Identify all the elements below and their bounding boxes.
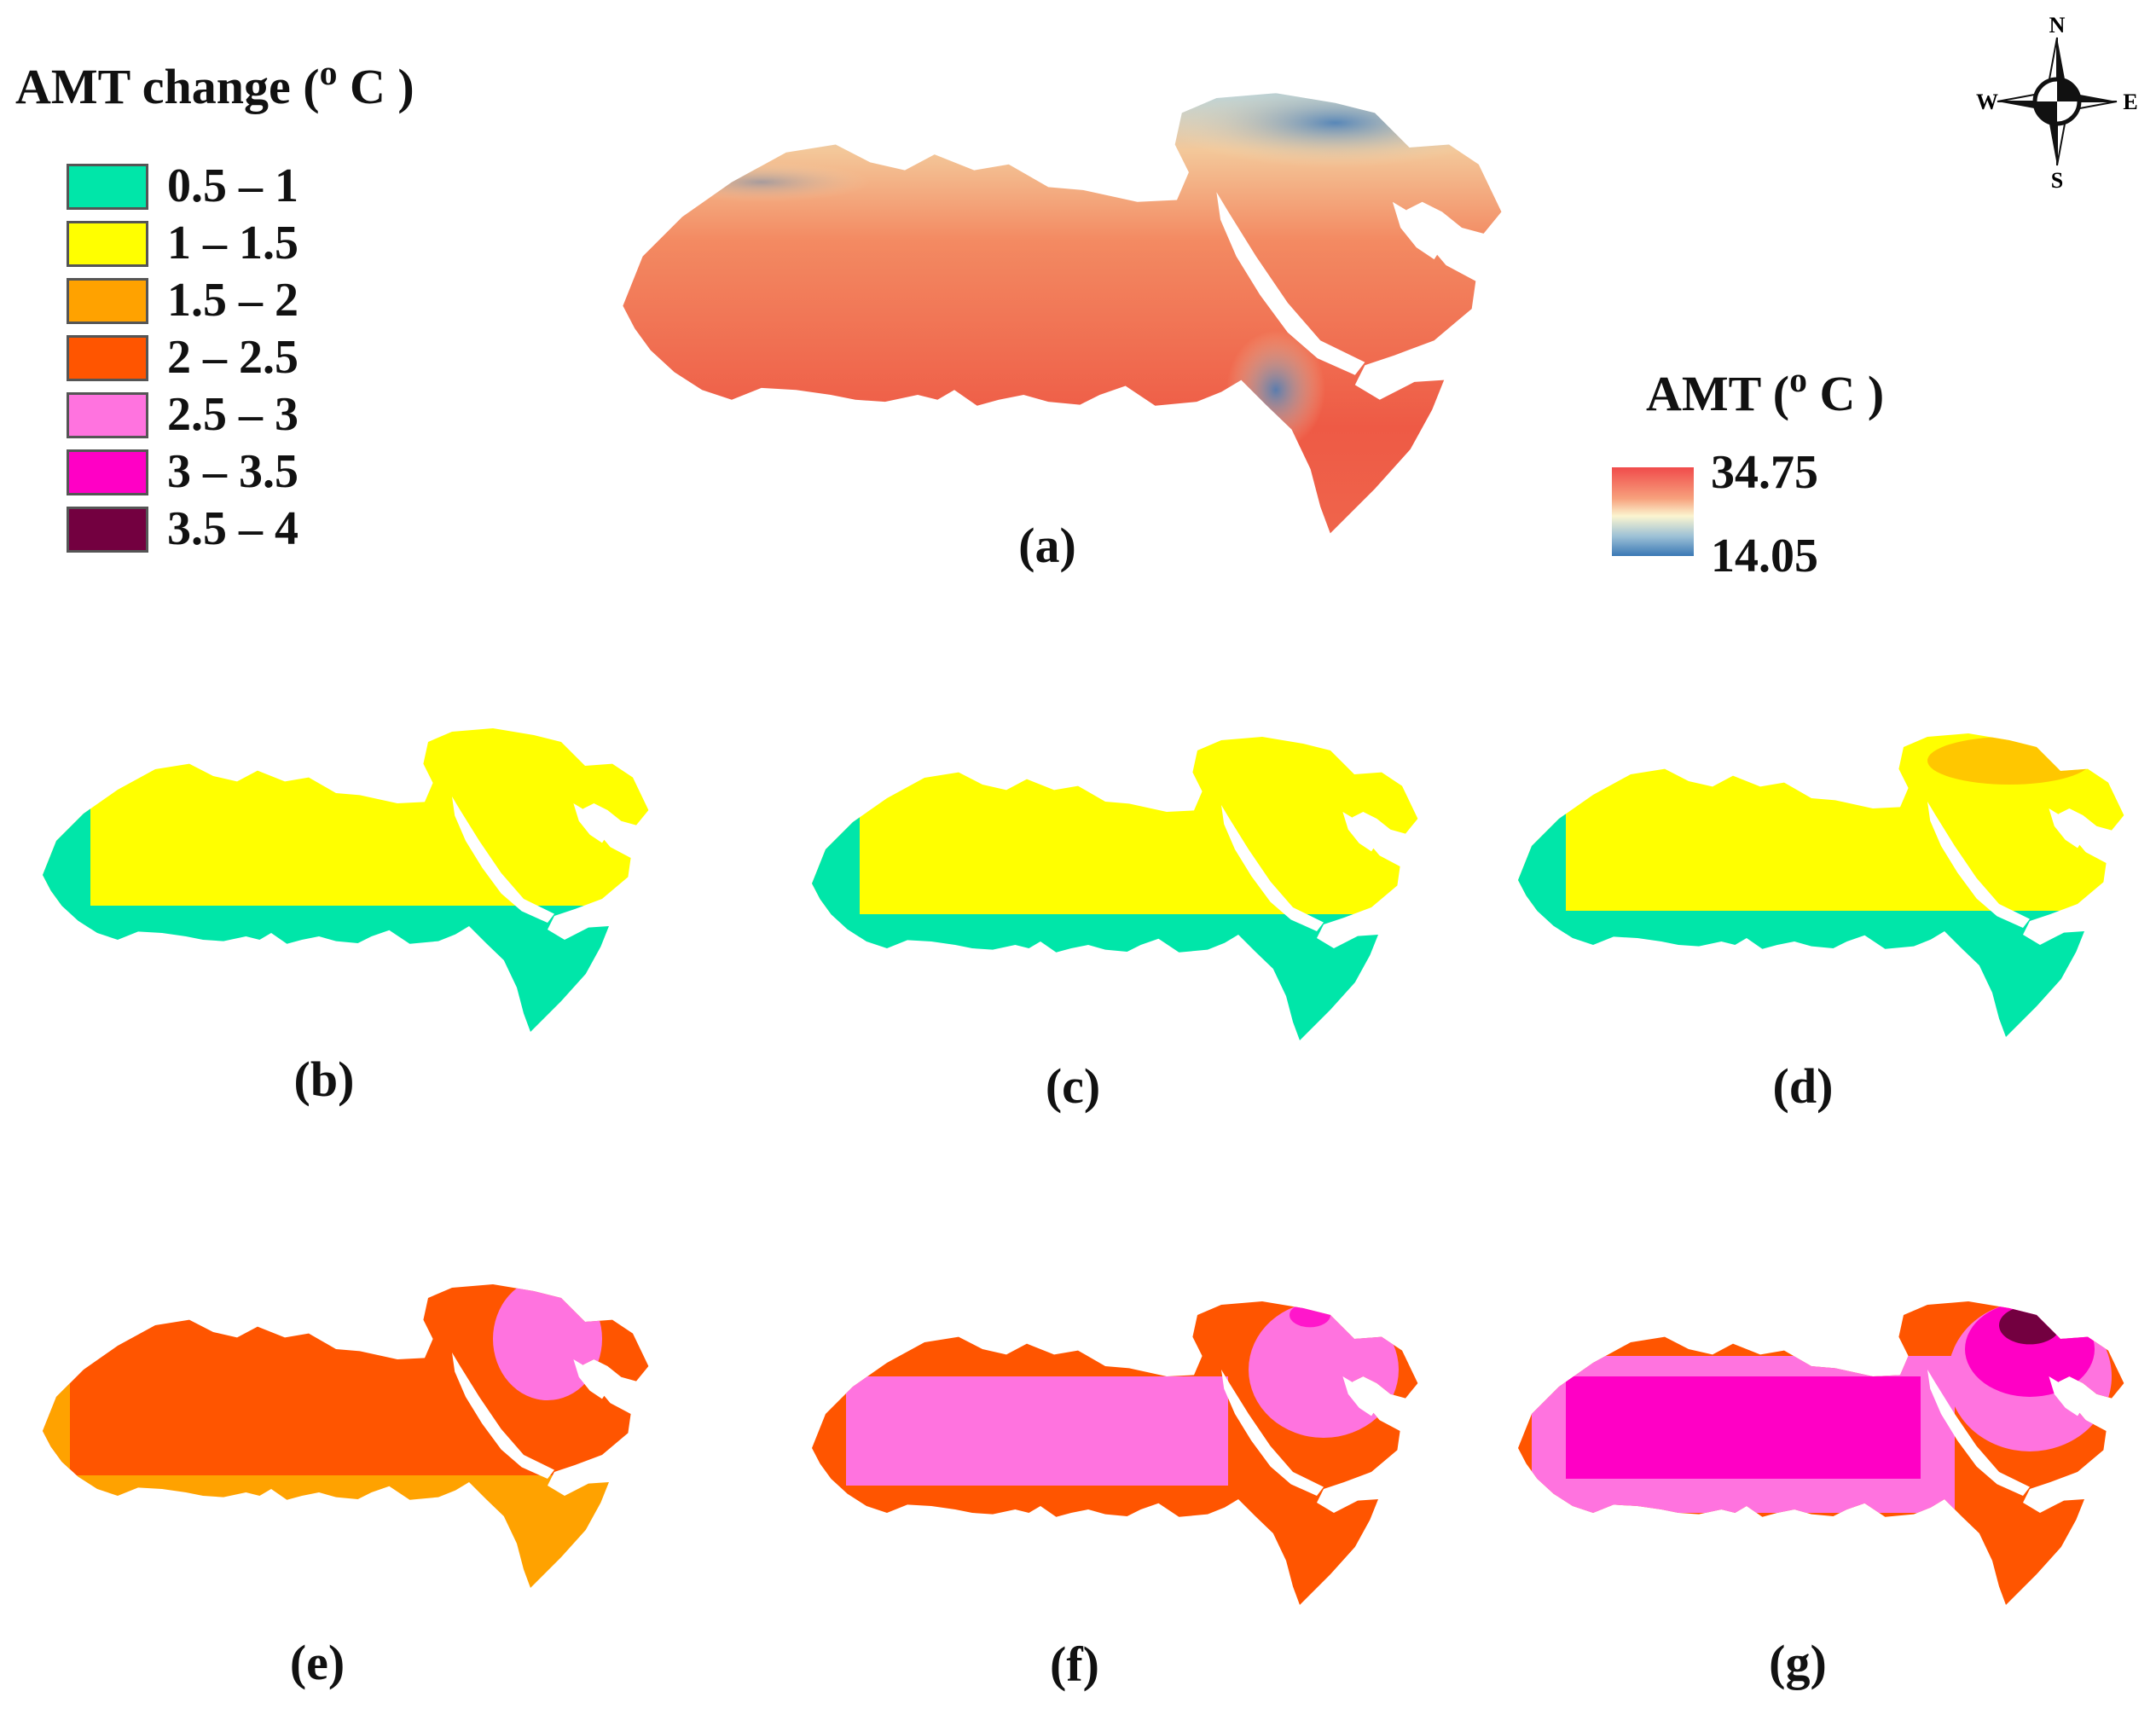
cool-zone: [1167, 93, 1502, 168]
persian-gulf: [2049, 1376, 2084, 1416]
panel-label-e: (e): [289, 1635, 345, 1690]
legend-row: 3.5 – 4: [67, 502, 425, 555]
red-sea: [1927, 802, 2030, 928]
ramp-title-degree: o: [1789, 360, 1807, 400]
legend-row: 0.5 – 1: [67, 159, 425, 212]
map-zone: [43, 728, 90, 1032]
ramp-title: AMT (o C ): [1646, 361, 1885, 422]
legend-swatch-3: [67, 335, 148, 381]
map-fill-b: [43, 728, 649, 1032]
legend-swatch-5: [67, 449, 148, 495]
ramp-min-label: 14.05: [1711, 530, 1818, 582]
map-panel-a: [623, 93, 1502, 534]
ramp-max-label: 34.75: [1711, 446, 1818, 499]
compass-e: E: [2123, 90, 2137, 114]
legend-label: 0.5 – 1: [167, 159, 298, 212]
legend-row: 1 – 1.5: [67, 217, 425, 269]
legend-label: 3 – 3.5: [167, 445, 298, 498]
map-band: [812, 914, 1418, 1040]
compass-n: N: [2049, 13, 2066, 38]
legend-title-degree: o: [319, 53, 338, 93]
map-panel-b: [43, 728, 649, 1032]
ramp-title-paren: (: [1772, 366, 1790, 421]
legend-swatch-6: [67, 507, 148, 553]
legend-row: 1.5 – 2: [67, 274, 425, 327]
red-sea: [1927, 1370, 2030, 1496]
legend-title: AMT change (o C ): [15, 54, 414, 115]
compass-rose: N S W E: [1976, 13, 2138, 191]
compass-w: W: [1976, 90, 1998, 114]
persian-gulf: [1392, 201, 1442, 260]
legend-label: 1.5 – 2: [167, 274, 298, 327]
map-fill-d: [1518, 733, 2124, 1037]
map-fill-f: [812, 1301, 1418, 1605]
legend-title-unit: C ): [349, 59, 414, 114]
persian-gulf: [573, 803, 608, 843]
map-zone: [1518, 733, 1566, 1037]
map-zone: [907, 1547, 1044, 1602]
map-zone: [1566, 1376, 1921, 1479]
amt-color-ramp: [1612, 467, 1694, 556]
legend-swatch-1: [67, 221, 148, 267]
map-zone: [1999, 1306, 2060, 1345]
map-band: [43, 1284, 649, 1475]
legend-label: 2.5 – 3: [167, 388, 298, 441]
map-panel-f: [812, 1301, 1418, 1605]
map-zone: [846, 1376, 1228, 1486]
persian-gulf: [2049, 808, 2084, 849]
map-band: [43, 728, 649, 906]
panel-label-f: (f): [1050, 1637, 1099, 1692]
map-panel-c: [812, 737, 1418, 1040]
legend-title-paren: (: [303, 59, 320, 114]
red-sea: [1221, 1370, 1324, 1496]
panel-label-d: (d): [1772, 1058, 1834, 1114]
legend-swatch-2: [67, 278, 148, 324]
map-band: [43, 906, 649, 1032]
map-panel-e: [43, 1284, 649, 1588]
map-fill-e: [43, 1284, 649, 1588]
legend-row: 2 – 2.5: [67, 331, 425, 384]
legend-label: 2 – 2.5: [167, 331, 298, 384]
map-band: [812, 737, 1418, 914]
legend-label: 3.5 – 4: [167, 502, 298, 555]
red-sea: [1221, 805, 1324, 931]
compass-s: S: [2051, 168, 2063, 191]
red-sea: [1216, 192, 1365, 375]
persian-gulf: [1342, 1376, 1377, 1416]
panel-label-a: (a): [1018, 518, 1076, 573]
red-sea: [452, 797, 554, 923]
panel-label-b: (b): [293, 1051, 355, 1107]
map-band: [1518, 733, 2124, 911]
map-zone: [43, 1359, 70, 1496]
persian-gulf: [1342, 812, 1377, 852]
legend-swatch-0: [67, 164, 148, 210]
panel-label-g: (g): [1769, 1635, 1827, 1690]
map-band: [1518, 911, 2124, 1037]
map-zone: [812, 737, 860, 1040]
map-fill-g: [1518, 1301, 2124, 1605]
map-band: [43, 1475, 649, 1588]
map-fill-c: [812, 737, 1418, 1040]
red-sea: [452, 1353, 554, 1479]
cool-zone: [652, 162, 871, 202]
compass-icon: [1997, 37, 2118, 166]
legend-row: 3 – 3.5: [67, 445, 425, 498]
ramp-title-text: AMT: [1646, 366, 1761, 421]
map-fill-a: [623, 93, 1502, 534]
legend-swatch-4: [67, 392, 148, 438]
temperature-field: [623, 93, 1502, 534]
panel-label-c: (c): [1045, 1058, 1101, 1114]
persian-gulf: [573, 1359, 608, 1399]
map-panel-d: [1518, 733, 2124, 1037]
map-zone: [1927, 737, 2091, 785]
legend-label: 1 – 1.5: [167, 217, 298, 269]
map-panel-g: [1518, 1301, 2124, 1605]
ramp-title-unit: C ): [1819, 366, 1885, 421]
map-zone: [1290, 1302, 1330, 1328]
legend-row: 2.5 – 3: [67, 388, 425, 441]
legend-title-text: AMT change: [15, 59, 291, 114]
